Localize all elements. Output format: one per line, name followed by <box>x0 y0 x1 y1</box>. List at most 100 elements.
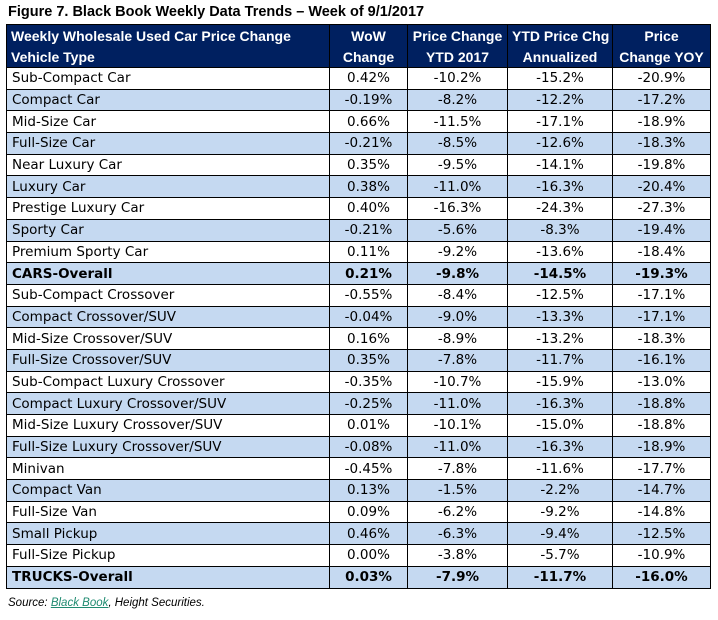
vehicle-type-cell: Full-Size Van <box>6 500 330 524</box>
vehicle-type-cell: Luxury Car <box>6 175 330 199</box>
ytd-change-cell: -11.0% <box>407 435 508 459</box>
wow-change-cell: -0.21% <box>329 218 408 242</box>
table-row: Small Pickup 0.46% -6.3% -9.4% -12.5% <box>6 522 711 546</box>
yoy-change-cell: -16.0% <box>612 565 711 589</box>
wow-change-cell: 0.35% <box>329 348 408 372</box>
yoy-change-cell: -17.1% <box>612 305 711 329</box>
ytd-change-cell: -7.8% <box>407 348 508 372</box>
annualized-cell: -12.6% <box>507 132 613 155</box>
vehicle-type-cell: Full-Size Crossover/SUV <box>6 348 330 372</box>
vehicle-type-cell: Mid-Size Crossover/SUV <box>6 327 330 350</box>
yoy-change-cell: -20.4% <box>612 175 711 199</box>
ytd-change-cell: -9.2% <box>407 240 508 264</box>
ytd-change-cell: -11.0% <box>407 175 508 199</box>
header-row-2: Vehicle Type Change YTD 2017 Annualized … <box>6 46 711 68</box>
yoy-change-cell: -16.1% <box>612 348 711 372</box>
wow-change-cell: 0.16% <box>329 327 408 350</box>
annualized-cell: -15.2% <box>507 67 613 90</box>
table-row: Mid-Size Car 0.66% -11.5% -17.1% -18.9% <box>6 110 711 134</box>
table-row: Full-Size Car -0.21% -8.5% -12.6% -18.3% <box>6 132 711 155</box>
header-price: Price <box>612 24 711 46</box>
wow-change-cell: 0.35% <box>329 153 408 177</box>
ytd-change-cell: -11.0% <box>407 392 508 415</box>
yoy-change-cell: -18.9% <box>612 435 711 459</box>
annualized-cell: -16.3% <box>507 392 613 415</box>
yoy-change-cell: -18.4% <box>612 240 711 264</box>
annualized-cell: -11.6% <box>507 457 613 481</box>
annualized-cell: -16.3% <box>507 435 613 459</box>
yoy-change-cell: -17.7% <box>612 457 711 481</box>
annualized-cell: -15.0% <box>507 414 613 437</box>
table-row: Compact Van 0.13% -1.5% -2.2% -14.7% <box>6 479 711 502</box>
annualized-cell: -13.6% <box>507 240 613 264</box>
yoy-change-cell: -17.1% <box>612 283 711 307</box>
yoy-change-cell: -17.2% <box>612 88 711 112</box>
ytd-change-cell: -8.9% <box>407 327 508 350</box>
source-link[interactable]: Black Book <box>50 597 109 609</box>
vehicle-type-cell: CARS-Overall <box>6 262 330 285</box>
table-total-row: CARS-Overall 0.21% -9.8% -14.5% -19.3% <box>6 262 711 285</box>
table-row: Near Luxury Car 0.35% -9.5% -14.1% -19.8% <box>6 153 711 177</box>
yoy-change-cell: -18.3% <box>612 327 711 350</box>
vehicle-type-cell: Compact Luxury Crossover/SUV <box>6 392 330 415</box>
vehicle-type-cell: Full-Size Pickup <box>6 544 330 567</box>
ytd-change-cell: -9.5% <box>407 153 508 177</box>
wow-change-cell: 0.11% <box>329 240 408 264</box>
wow-change-cell: -0.19% <box>329 88 408 112</box>
yoy-change-cell: -14.7% <box>612 479 711 502</box>
table-row: Full-Size Luxury Crossover/SUV -0.08% -11.… <box>6 435 711 459</box>
ytd-change-cell: -9.0% <box>407 305 508 329</box>
table-body: Sub-Compact Car 0.42% -10.2% -15.2% -20.9% Co… <box>6 67 711 589</box>
wow-change-cell: 0.38% <box>329 175 408 199</box>
wow-change-cell: 0.13% <box>329 479 408 502</box>
ytd-change-cell: -6.2% <box>407 500 508 524</box>
table-row: Full-Size Pickup 0.00% -3.8% -5.7% -10.9% <box>6 544 711 567</box>
wow-change-cell: -0.25% <box>329 392 408 415</box>
annualized-cell: -14.5% <box>507 262 613 285</box>
annualized-cell: -12.5% <box>507 283 613 307</box>
yoy-change-cell: -18.8% <box>612 414 711 437</box>
header-vehicle-type: Vehicle Type <box>6 46 330 68</box>
annualized-cell: -15.9% <box>507 370 613 394</box>
wow-change-cell: 0.42% <box>329 67 408 90</box>
ytd-change-cell: -16.3% <box>407 197 508 220</box>
header-table-title: Weekly Wholesale Used Car Price Change <box>6 24 330 46</box>
table-row: Prestige Luxury Car 0.40% -16.3% -24.3% -27.… <box>6 197 711 220</box>
yoy-change-cell: -27.3% <box>612 197 711 220</box>
wow-change-cell: -0.04% <box>329 305 408 329</box>
table-row: Compact Luxury Crossover/SUV -0.25% -11.0%… <box>6 392 711 415</box>
wow-change-cell: 0.03% <box>329 565 408 589</box>
table-row: Sub-Compact Car 0.42% -10.2% -15.2% -20.9% <box>6 67 711 90</box>
vehicle-type-cell: Mid-Size Car <box>6 110 330 134</box>
annualized-cell: -8.3% <box>507 218 613 242</box>
yoy-change-cell: -20.9% <box>612 67 711 90</box>
source-note: Source: Black Book, Height Securities. <box>8 597 205 609</box>
table-row: Minivan -0.45% -7.8% -11.6% -17.7% <box>6 457 711 481</box>
annualized-cell: -17.1% <box>507 110 613 134</box>
wow-change-cell: 0.66% <box>329 110 408 134</box>
vehicle-type-cell: TRUCKS-Overall <box>6 565 330 589</box>
annualized-cell: -9.2% <box>507 500 613 524</box>
ytd-change-cell: -3.8% <box>407 544 508 567</box>
wow-change-cell: 0.40% <box>329 197 408 220</box>
ytd-change-cell: -5.6% <box>407 218 508 242</box>
annualized-cell: -9.4% <box>507 522 613 546</box>
header-wow: WoW <box>329 24 408 46</box>
ytd-change-cell: -8.2% <box>407 88 508 112</box>
ytd-change-cell: -7.8% <box>407 457 508 481</box>
vehicle-type-cell: Full-Size Car <box>6 132 330 155</box>
yoy-change-cell: -10.9% <box>612 544 711 567</box>
yoy-change-cell: -18.3% <box>612 132 711 155</box>
wow-change-cell: 0.09% <box>329 500 408 524</box>
ytd-change-cell: -8.5% <box>407 132 508 155</box>
vehicle-type-cell: Sub-Compact Crossover <box>6 283 330 307</box>
vehicle-type-cell: Prestige Luxury Car <box>6 197 330 220</box>
ytd-change-cell: -7.9% <box>407 565 508 589</box>
table-total-row: TRUCKS-Overall 0.03% -7.9% -11.7% -16.0% <box>6 565 711 589</box>
wow-change-cell: 0.01% <box>329 414 408 437</box>
header-ytd-price-chg: YTD Price Chg <box>507 24 613 46</box>
wow-change-cell: -0.55% <box>329 283 408 307</box>
vehicle-type-cell: Sub-Compact Car <box>6 67 330 90</box>
table-row: Full-Size Van 0.09% -6.2% -9.2% -14.8% <box>6 500 711 524</box>
